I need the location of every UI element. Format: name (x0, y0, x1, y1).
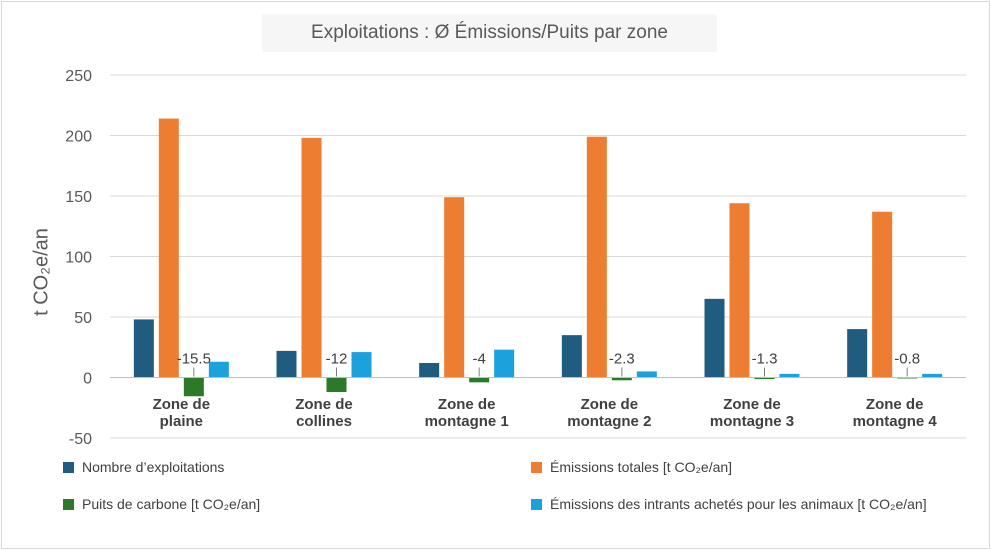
legend-swatch (63, 461, 74, 473)
title-background (262, 14, 717, 52)
data-label: -0.8 (894, 351, 920, 368)
legend-swatch (531, 461, 542, 473)
x-tick-label: montagne 4 (853, 413, 938, 430)
legend-swatch (531, 498, 542, 510)
legend-label: Émissions des intrants achetés pour les … (550, 496, 927, 512)
data-label: -4 (472, 351, 485, 368)
bar (351, 352, 372, 378)
bar (301, 137, 322, 378)
bar (872, 211, 893, 378)
legend-label: Émissions totales [t CO₂e/an] (550, 459, 733, 475)
chart-title: Exploitations : Ø Émissions/Puits par zo… (311, 22, 668, 43)
bar (754, 377, 775, 380)
bar (444, 197, 465, 378)
x-tick-label: collines (296, 413, 352, 430)
bar (183, 377, 204, 397)
bar (469, 377, 490, 383)
y-tick-label: 200 (65, 129, 92, 146)
bar (133, 319, 154, 378)
bar (704, 298, 725, 378)
data-label: -1.3 (752, 351, 778, 368)
bar (276, 350, 297, 378)
bar (729, 203, 750, 378)
y-tick-label: 0 (83, 371, 92, 388)
y-tick-label: 250 (65, 68, 92, 85)
x-tick-label: Zone de (153, 396, 211, 413)
bar (208, 361, 229, 378)
bar (922, 373, 943, 378)
bar (636, 371, 657, 378)
x-tick-label: plaine (160, 413, 203, 430)
bar (779, 373, 800, 378)
legend-label: Puits de carbone [t CO₂e/an] (82, 496, 261, 512)
bar (561, 335, 582, 378)
bar (419, 362, 440, 378)
x-tick-label: Zone de (295, 396, 353, 413)
y-tick-label: 150 (65, 189, 92, 206)
x-tick-label: Zone de (866, 396, 924, 413)
data-label: -2.3 (609, 351, 635, 368)
x-tick-label: Zone de (723, 396, 781, 413)
legend-label: Nombre d’exploitations (82, 459, 225, 475)
legend-item-exploitations: Nombre d’exploitations (63, 459, 224, 475)
bar (586, 136, 607, 378)
x-tick-label: Zone de (581, 396, 639, 413)
legend-item-emissions-intrants: Émissions des intrants achetés pour les … (531, 496, 927, 512)
y-tick-label: -50 (69, 431, 92, 448)
y-tick-label: 50 (74, 310, 92, 327)
bar (326, 377, 347, 393)
data-label: -15.5 (177, 351, 211, 368)
legend-swatch (63, 498, 74, 510)
x-tick-label: montagne 2 (567, 413, 651, 430)
data-label: -12 (326, 351, 348, 368)
x-tick-label: Zone de (438, 396, 496, 413)
bar (158, 118, 179, 378)
bar (847, 329, 868, 378)
x-tick-label: montagne 1 (425, 413, 509, 430)
y-tick-label: 100 (65, 250, 92, 267)
legend-item-emissions-totales: Émissions totales [t CO₂e/an] (531, 459, 732, 475)
legend-item-puits-carbone: Puits de carbone [t CO₂e/an] (63, 496, 260, 512)
bar (611, 377, 632, 381)
x-tick-label: montagne 3 (710, 413, 794, 430)
bar (494, 349, 515, 378)
